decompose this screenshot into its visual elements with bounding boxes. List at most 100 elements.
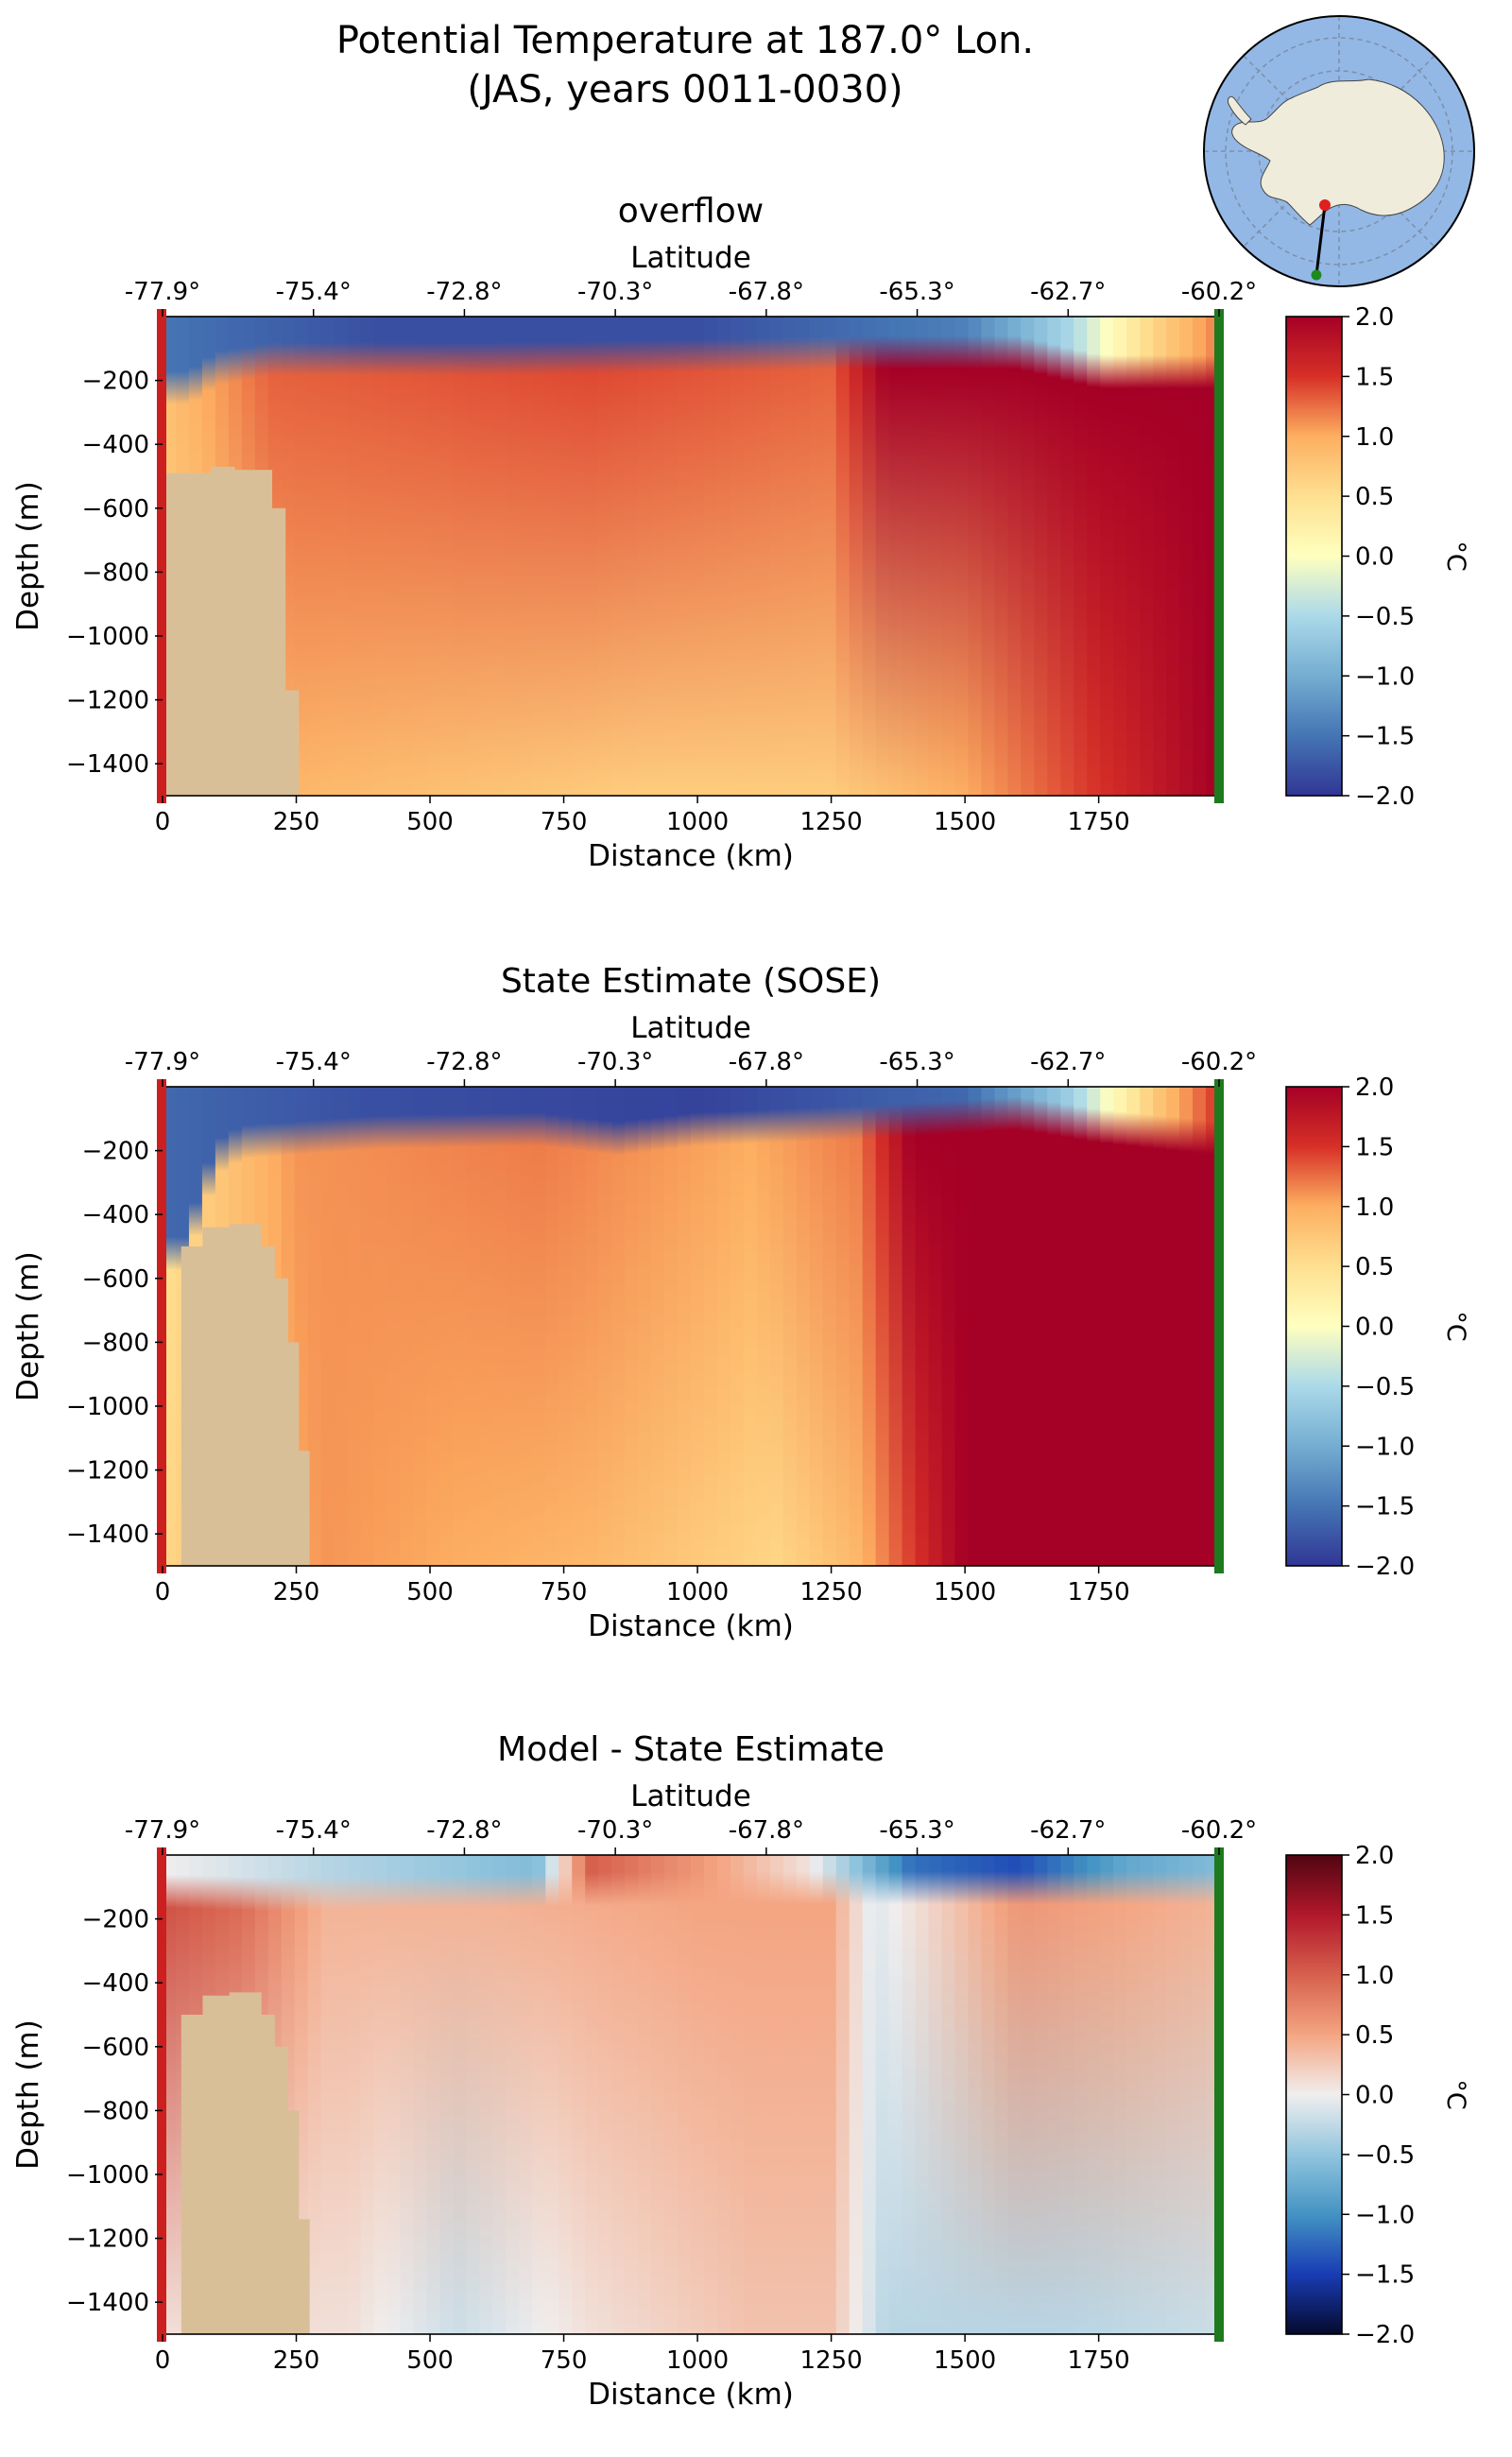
- colorbar-tick-label: −2.0: [1355, 782, 1415, 811]
- y-tick-label: −400: [82, 1201, 149, 1229]
- y-axis-label: Depth (m): [11, 1251, 45, 1401]
- figure-title-line2: (JAS, years 0011-0030): [467, 68, 902, 112]
- top-axis-label: Latitude: [630, 241, 751, 275]
- colorbar-tick-label: 0.5: [1355, 483, 1394, 511]
- colorbar-tick-label: 1.5: [1355, 1133, 1394, 1161]
- y-axis-label: Depth (m): [11, 481, 45, 631]
- x-tick-label: 1750: [1068, 808, 1130, 836]
- x-tick-label: 250: [273, 808, 320, 836]
- colorbar-gradient: [1285, 1086, 1343, 1567]
- colorbar-label: °C: [1441, 2079, 1470, 2109]
- top-tick-label: -72.8°: [426, 1816, 502, 1845]
- north-end-marker: [1214, 1847, 1224, 2342]
- top-tick-label: -60.2°: [1181, 1816, 1257, 1845]
- y-tick-label: −1000: [66, 1393, 149, 1421]
- x-tick-label: 500: [406, 2346, 454, 2375]
- x-tick-label: 250: [273, 2346, 320, 2375]
- figure-title-line1: Potential Temperature at 187.0° Lon.: [336, 19, 1034, 62]
- colorbar-label: °C: [1441, 541, 1470, 571]
- y-tick-label: −600: [82, 2034, 149, 2062]
- colorbar-gradient: [1285, 1854, 1343, 2335]
- x-tick-label: 1250: [800, 2346, 863, 2375]
- colorbar-tick-label: 1.0: [1355, 1962, 1394, 1990]
- south-end-marker: [157, 1847, 166, 2342]
- panel-1: overflow Latitude 0 250 500 750 1000 1250 1500 17…: [11, 192, 1470, 873]
- colorbar-tick-label: −2.0: [1355, 1553, 1415, 1581]
- x-tick-label: 1000: [666, 808, 729, 836]
- x-tick-label: 250: [273, 1578, 320, 1606]
- x-tick-label: 1500: [934, 808, 996, 836]
- top-tick-label: -65.3°: [879, 278, 954, 306]
- colorbar-tick-label: −1.0: [1355, 662, 1415, 691]
- y-tick-label: −1000: [66, 623, 149, 651]
- heatmap-field: [163, 317, 1219, 796]
- y-tick-label: −1200: [66, 2225, 149, 2254]
- section-line: [1314, 204, 1327, 276]
- colorbar-tick-label: −0.5: [1355, 603, 1415, 631]
- colorbar-tick-label: 1.0: [1355, 423, 1394, 452]
- top-tick-label: -72.8°: [426, 1048, 502, 1076]
- colorbar-gradient: [1285, 316, 1343, 797]
- top-tick-label: -77.9°: [125, 1048, 200, 1076]
- y-tick-label: −1400: [66, 2289, 149, 2317]
- bathymetry-land: [163, 1992, 310, 2334]
- colorbar-tick-label: 1.0: [1355, 1194, 1394, 1222]
- x-tick-label: 0: [155, 2346, 171, 2375]
- colorbar-tick-label: −1.0: [1355, 2201, 1415, 2229]
- x-tick-label: 1500: [934, 1578, 996, 1606]
- top-tick-label: -60.2°: [1181, 278, 1257, 306]
- top-tick-label: -70.3°: [577, 1048, 653, 1076]
- y-tick-label: −800: [82, 2097, 149, 2125]
- y-tick-label: −400: [82, 431, 149, 459]
- x-tick-label: 1500: [934, 2346, 996, 2375]
- colorbar: 2.0 1.5 1.0 0.5 0.0 −0.5 −1.0 −1.5 −2.0 °C: [1285, 1842, 1470, 2349]
- x-tick-label: 1250: [800, 1578, 863, 1606]
- y-tick-label: −1200: [66, 1457, 149, 1486]
- panel-2: State Estimate (SOSE) Latitude 0 250 500 750 1…: [11, 962, 1470, 1643]
- y-tick-label: −1200: [66, 687, 149, 715]
- top-tick-label: -67.8°: [729, 278, 804, 306]
- x-axis-label: Distance (km): [588, 839, 794, 873]
- bathymetry-land: [163, 1224, 310, 1566]
- top-tick-label: -75.4°: [276, 1816, 352, 1845]
- colorbar-tick-label: 2.0: [1355, 1074, 1394, 1102]
- south-end-marker: [157, 309, 166, 803]
- colorbar-label: °C: [1441, 1311, 1470, 1341]
- top-tick-label: -65.3°: [879, 1048, 954, 1076]
- x-tick-label: 750: [541, 1578, 588, 1606]
- panel-title: State Estimate (SOSE): [501, 962, 881, 1001]
- section-end-marker: [1311, 269, 1322, 281]
- top-tick-label: -70.3°: [577, 278, 653, 306]
- panel-title: overflow: [618, 192, 764, 231]
- colorbar-tick-label: 0.0: [1355, 2082, 1394, 2110]
- x-tick-label: 750: [541, 808, 588, 836]
- y-tick-label: −1400: [66, 750, 149, 779]
- colorbar-tick-label: −1.5: [1355, 723, 1415, 751]
- x-tick-label: 1750: [1068, 1578, 1130, 1606]
- polar-inset-map: [1203, 15, 1475, 287]
- colorbar-tick-label: 0.0: [1355, 1314, 1394, 1342]
- section-start-marker: [1319, 199, 1331, 211]
- top-tick-label: -60.2°: [1181, 1048, 1257, 1076]
- top-tick-label: -65.3°: [879, 1816, 954, 1845]
- y-tick-label: −600: [82, 1265, 149, 1294]
- colorbar-tick-label: 2.0: [1355, 1842, 1394, 1870]
- x-tick-label: 750: [541, 2346, 588, 2375]
- x-axis-label: Distance (km): [588, 2378, 794, 2412]
- x-tick-label: 500: [406, 808, 454, 836]
- top-tick-label: -62.7°: [1030, 1816, 1106, 1845]
- colorbar-tick-label: 1.5: [1355, 363, 1394, 391]
- colorbar: 2.0 1.5 1.0 0.5 0.0 −0.5 −1.0 −1.5 −2.0 °C: [1285, 303, 1470, 811]
- y-tick-label: −800: [82, 558, 149, 587]
- top-axis-label: Latitude: [630, 1011, 751, 1045]
- colorbar-tick-label: 0.0: [1355, 543, 1394, 572]
- top-tick-label: -75.4°: [276, 278, 352, 306]
- x-axis-label: Distance (km): [588, 1609, 794, 1643]
- top-tick-label: -77.9°: [125, 278, 200, 306]
- y-tick-label: −200: [82, 1906, 149, 1934]
- colorbar-tick-label: −0.5: [1355, 2141, 1415, 2170]
- top-tick-label: -67.8°: [729, 1048, 804, 1076]
- colorbar-tick-label: −1.0: [1355, 1433, 1415, 1461]
- top-tick-label: -72.8°: [426, 278, 502, 306]
